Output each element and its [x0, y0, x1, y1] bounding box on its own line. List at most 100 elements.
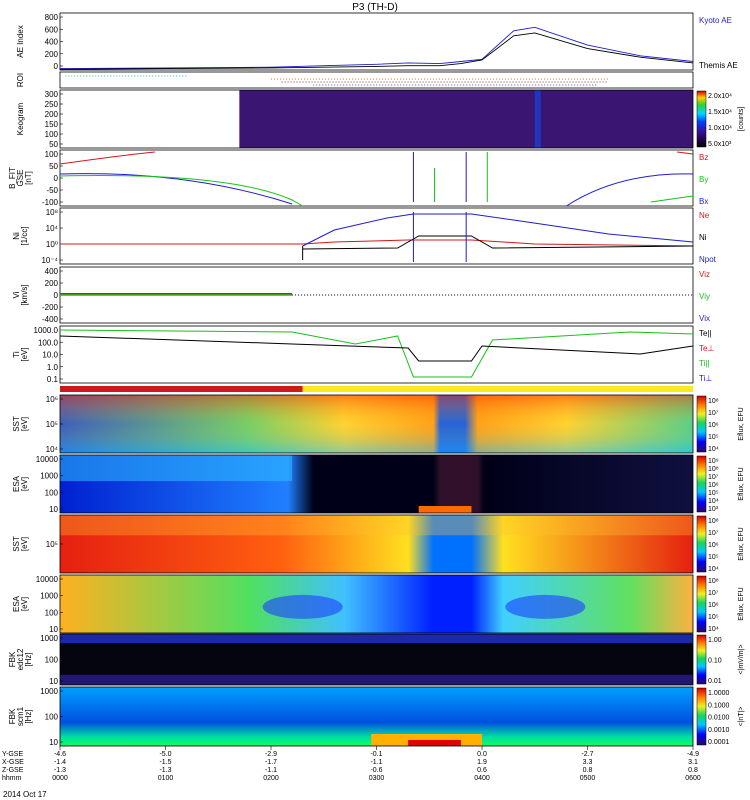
x-tick-label: 0200	[263, 775, 279, 782]
y-tick-label: 150	[45, 120, 59, 129]
fbk-b-red	[408, 740, 461, 746]
colorbar	[696, 687, 707, 746]
colorbar-tick: 10⁵	[708, 434, 719, 441]
y-axis-label: FBK scm1 [Hz]	[8, 706, 33, 726]
colorbar-label: <|nT|>	[738, 707, 745, 727]
y-tick-label: 600	[45, 25, 59, 34]
panel-bfit: 100 50 0 -50 -100 B_FIT GSE [nT] Bz By Bx	[8, 149, 708, 207]
x-tick-label: 3.1	[688, 759, 698, 766]
x-tick-label: -4.6	[54, 751, 66, 758]
legend-entry: Te||	[699, 329, 712, 338]
legend-entry: Ne	[699, 211, 710, 220]
y-label-line: [Hz]	[24, 652, 33, 666]
colorbar-tick: 1.0000	[708, 690, 730, 697]
colorbar-label-text: Eflux, EFU	[738, 527, 745, 560]
y-label-line: ESA	[12, 475, 21, 492]
colorbar-tick: 10⁷	[708, 410, 719, 417]
colorbar-tick: 2.0x10⁴	[708, 93, 732, 100]
y-axis-label: Keogram	[16, 102, 25, 135]
colorbar-tick: 10⁸	[708, 578, 719, 585]
colorbar-tick: 10⁵	[708, 490, 719, 497]
colorbar-tick: 1.00	[708, 637, 722, 644]
esa-i-image	[60, 575, 693, 633]
y-tick-label: 10⁴	[46, 445, 59, 454]
esa-i-blob-1	[262, 594, 343, 619]
y-tick-label: 100	[45, 150, 59, 159]
colorbar-tick: 5.0x10³	[708, 141, 732, 148]
panel-bg	[60, 13, 693, 70]
legend-entry: Ti⊥	[699, 374, 712, 383]
colorbar-label: [counts]	[738, 107, 745, 132]
y-tick-label: 100	[45, 130, 59, 139]
colorbar-tick: 10⁴	[708, 446, 719, 453]
legend-entry: Npot	[699, 255, 717, 264]
x-tick-label: -2.7	[581, 751, 593, 758]
y-tick-label: 50	[49, 162, 58, 171]
fbk-e-top	[60, 634, 693, 644]
colorbar	[696, 515, 707, 573]
y-tick-label: 1000	[40, 687, 58, 696]
y-tick-label: 10.0	[42, 351, 58, 360]
y-tick-label: 100	[45, 656, 59, 665]
panel-fbk_b: 1000 100 10 FBK scm1 [Hz] 1.0000 0.1000 0.0100 0.…	[8, 686, 745, 747]
colorbar-label: Eflux, EFU	[738, 527, 745, 560]
y-label-line: SST	[12, 536, 21, 552]
fbk-e-bottom	[60, 674, 693, 685]
panel-frame	[59, 89, 694, 149]
colorbar-label-text: <|mV/m|>	[738, 644, 745, 674]
colorbar-tick: 0.0100	[708, 715, 730, 722]
panel-bg	[60, 72, 693, 88]
x-tick-label: -4.9	[687, 751, 699, 758]
x-tick-label: -1.7	[265, 759, 277, 766]
y-tick-label: 100.0	[38, 338, 59, 347]
panel-frame	[59, 207, 694, 265]
by-line-2	[650, 195, 694, 203]
y-label-line: [eV]	[20, 477, 29, 491]
y-tick-label: 100	[45, 608, 59, 617]
y-tick-label: -400	[42, 315, 59, 324]
colorbar-tick: 10⁴	[708, 626, 719, 633]
y-tick-label: 1000	[40, 592, 58, 601]
y-tick-label: 10	[49, 505, 58, 514]
colorbar-label: Eflux, EFU	[738, 467, 745, 500]
y-label-line: Vi	[12, 291, 21, 298]
legend-entry: Te⊥	[699, 344, 714, 353]
x-tick-label: 0.8	[583, 767, 593, 774]
x-tick-label: 0.8	[688, 767, 698, 774]
x-tick-label: 0.6	[477, 767, 487, 774]
te-par-line	[59, 335, 694, 362]
ne-line	[60, 239, 694, 247]
colorbar	[696, 90, 707, 148]
colorbar-label-text: Eflux, EFU	[738, 407, 745, 440]
keogram-image	[239, 90, 693, 148]
colorbar-tick: 0.01	[708, 678, 722, 685]
y-axis-label: ESA [eV]	[12, 475, 29, 492]
y-tick-label: 800	[45, 13, 59, 22]
ae-line-0	[59, 26, 694, 70]
legend-entry: Themis AE	[699, 61, 738, 70]
y-axis-label: ROI	[16, 73, 25, 87]
y-tick-label: 0	[54, 174, 59, 183]
x-row-label: hhmm	[2, 775, 22, 782]
y-axis-label: Ni [1/cc]	[12, 226, 29, 245]
y-tick-label: 50	[49, 140, 58, 149]
date-label: 2014 Oct 17	[3, 790, 47, 799]
y-tick-label: 200	[45, 110, 59, 119]
y-tick-label: 10⁻⁴	[41, 256, 58, 265]
colorbar-tick: 10⁶	[708, 422, 719, 429]
keogram-stripe	[534, 90, 541, 148]
x-tick-label: -2.9	[265, 751, 277, 758]
mode-bar-slow	[60, 386, 303, 392]
colorbar-tick: 0.0010	[708, 727, 730, 734]
bz-line-2	[677, 151, 694, 155]
y-tick-label: 10	[49, 677, 58, 686]
bx-line	[59, 173, 293, 205]
x-tick-label: 0600	[685, 775, 701, 782]
y-tick-label: -200	[42, 303, 59, 312]
colorbar-tick: 10⁵	[708, 554, 719, 561]
x-tick-label: 0300	[369, 775, 385, 782]
colorbar-tick: 10⁵	[708, 614, 719, 621]
sst-i-image	[60, 515, 693, 573]
y-tick-label: 250	[45, 100, 59, 109]
